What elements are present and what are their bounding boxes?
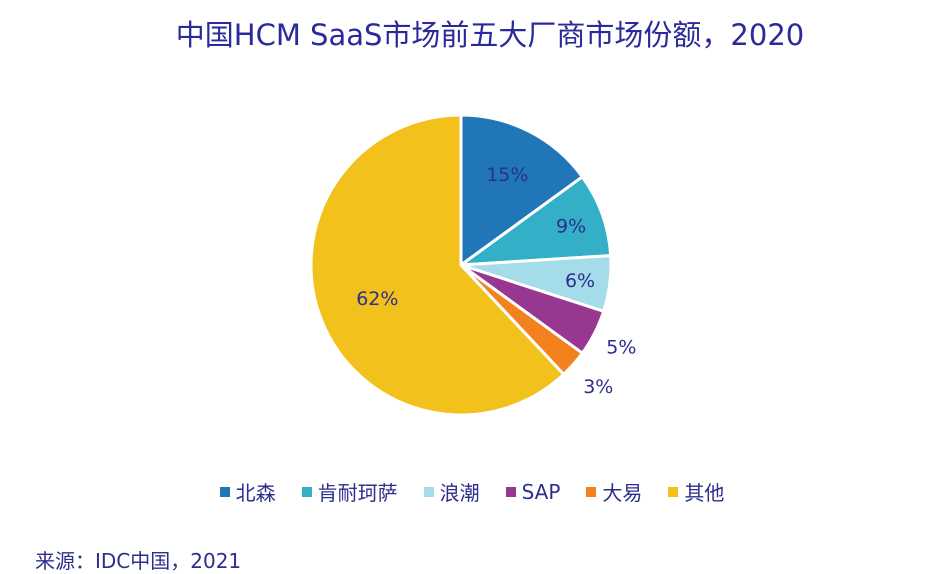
- legend-item-1: 肯耐珂萨: [301, 477, 398, 506]
- pie-slice-1: [455, 174, 613, 267]
- legend-swatch: [505, 486, 516, 497]
- legend-item-5: 其他: [668, 477, 724, 506]
- pie-slice-5: [309, 113, 566, 417]
- legend-label: 肯耐珂萨: [317, 481, 398, 505]
- legend-label: 其他: [684, 481, 725, 505]
- legend-label: 北森: [235, 481, 276, 505]
- legend-item-0: 北森: [219, 477, 276, 506]
- data-label-5: 62%: [356, 288, 398, 310]
- chart-title: 中国HCM SaaS市场前五大厂商市场份额，2020: [175, 18, 805, 52]
- legend-label: 浪潮: [439, 481, 480, 505]
- legend-item-4: 大易: [586, 477, 642, 506]
- legend-swatch: [301, 486, 312, 497]
- data-label-3: 5%: [606, 337, 636, 359]
- pie-chart: 15% 9% 6% 5% 3% 62%: [309, 113, 636, 417]
- legend-label: SAP: [521, 479, 561, 504]
- legend-item-3: SAP: [505, 477, 561, 506]
- source-note: 来源：IDC中国，2021: [35, 549, 242, 573]
- data-label-2: 6%: [565, 270, 595, 292]
- legend-label: 大易: [602, 481, 643, 505]
- legend-swatch: [668, 486, 679, 497]
- legend-swatch: [423, 486, 434, 497]
- legend-item-2: 浪潮: [423, 477, 480, 506]
- legend: 北森 肯耐珂萨 浪潮 SAP 大易 其他: [0, 477, 944, 506]
- legend-swatch: [586, 486, 597, 497]
- legend-swatch: [219, 486, 230, 497]
- pie-slice-0: [459, 113, 585, 268]
- data-label-1: 9%: [556, 215, 586, 237]
- data-label-0: 15%: [486, 164, 528, 186]
- data-label-4: 3%: [583, 376, 613, 398]
